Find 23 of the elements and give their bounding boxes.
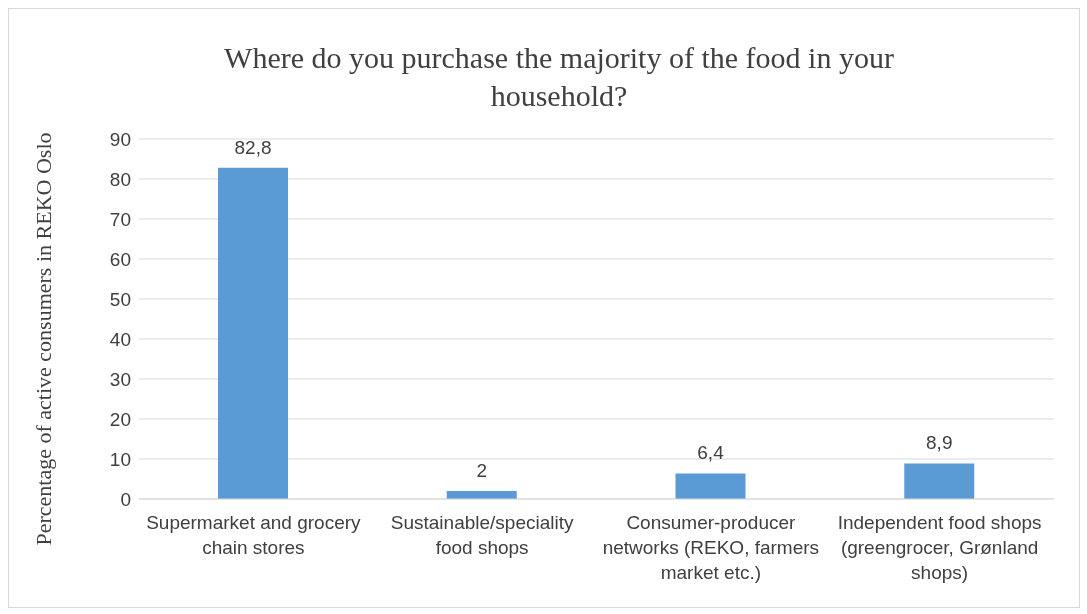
data-label: 82,8 — [234, 136, 272, 158]
y-axis-title: Percentage of active consumers in REKO Oslo — [30, 131, 57, 548]
y-tick-label: 40 — [109, 328, 131, 350]
x-tick-label: Independent food shops (greengrocer, Grønland shops) — [837, 512, 1042, 583]
y-tick-label: 90 — [109, 128, 131, 150]
y-tick-label: 60 — [109, 248, 131, 270]
y-tick-label: 10 — [109, 448, 131, 470]
y-tick-label: 70 — [109, 208, 131, 230]
data-label: 2 — [476, 460, 488, 481]
y-tick-label: 50 — [109, 288, 131, 310]
y-tick-label: 30 — [109, 368, 131, 390]
data-label: 8,9 — [926, 432, 953, 454]
bar — [218, 167, 288, 499]
chart-title: Where do you purchase the majority of the food in your household? — [223, 40, 895, 114]
x-tick-label: Consumer-producer networks (REKO, farmers market etc.) — [602, 512, 820, 583]
x-tick-label: Sustainable/speciality food shops — [390, 512, 574, 558]
y-tick-label: 20 — [109, 408, 131, 430]
y-tick-label: 0 — [120, 488, 131, 510]
bar — [904, 463, 975, 499]
bar — [675, 473, 746, 499]
y-tick-label: 80 — [109, 168, 131, 190]
x-tick-label: Supermarket and grocery chain stores — [146, 512, 362, 558]
data-label: 6,4 — [697, 442, 725, 464]
